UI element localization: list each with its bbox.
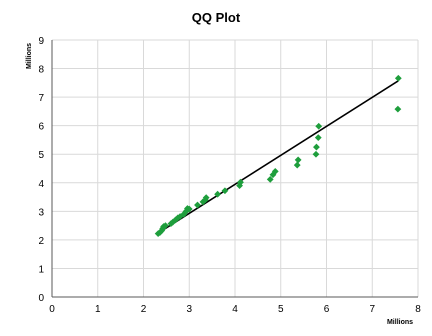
data-point: [394, 74, 402, 82]
x-tick-label: 1: [95, 304, 101, 315]
y-tick-label: 9: [38, 36, 44, 47]
x-tick-label: 4: [232, 304, 238, 315]
data-point: [236, 182, 243, 190]
data-point: [162, 222, 169, 230]
y-tick-label: 1: [38, 264, 44, 275]
x-tick-label: 7: [369, 304, 375, 315]
x-unit-label: Millions: [387, 319, 413, 326]
y-tick-label: 6: [38, 122, 44, 133]
reference-line: [157, 80, 399, 234]
data-point: [271, 167, 279, 175]
x-tick-label: 0: [49, 304, 55, 315]
x-tick-label: 3: [186, 304, 192, 315]
data-point: [294, 156, 302, 164]
y-unit-label: Millions: [26, 43, 33, 69]
data-point: [169, 218, 177, 226]
y-tick-label: 4: [38, 179, 44, 190]
data-point: [237, 178, 244, 186]
fit-line: [157, 80, 399, 234]
x-tick-label: 5: [278, 304, 284, 315]
x-tick-label: 6: [324, 304, 330, 315]
data-point: [172, 216, 179, 224]
data-point: [185, 205, 193, 213]
data-point: [293, 161, 301, 169]
data-point: [199, 198, 207, 206]
data-point: [315, 122, 323, 130]
data-point: [313, 143, 320, 151]
data-point: [312, 150, 320, 158]
tick-labels: 0 1 2 3 4 5 6 7 8 0 1 2 3 4 5 6 7 8 9: [38, 36, 421, 315]
data-point: [314, 134, 322, 142]
axes: [51, 40, 418, 298]
data-point: [221, 187, 229, 195]
y-tick-label: 3: [38, 207, 44, 218]
x-tick-label: 2: [141, 304, 147, 315]
gridlines: [52, 39, 419, 297]
data-point: [266, 175, 274, 183]
y-tick-label: 8: [38, 65, 44, 76]
data-point: [394, 105, 402, 113]
data-point: [180, 210, 188, 218]
y-tick-label: 0: [38, 293, 44, 304]
data-point: [156, 229, 164, 236]
y-tick-label: 2: [38, 236, 44, 247]
data-point: [194, 201, 201, 209]
x-tick-label: 8: [415, 304, 421, 315]
data-point: [202, 194, 210, 202]
data-points: [154, 74, 402, 238]
data-point: [214, 190, 222, 198]
y-tick-label: 5: [38, 150, 44, 161]
y-tick-label: 7: [38, 93, 44, 104]
chart-title: QQ Plot: [192, 10, 241, 25]
